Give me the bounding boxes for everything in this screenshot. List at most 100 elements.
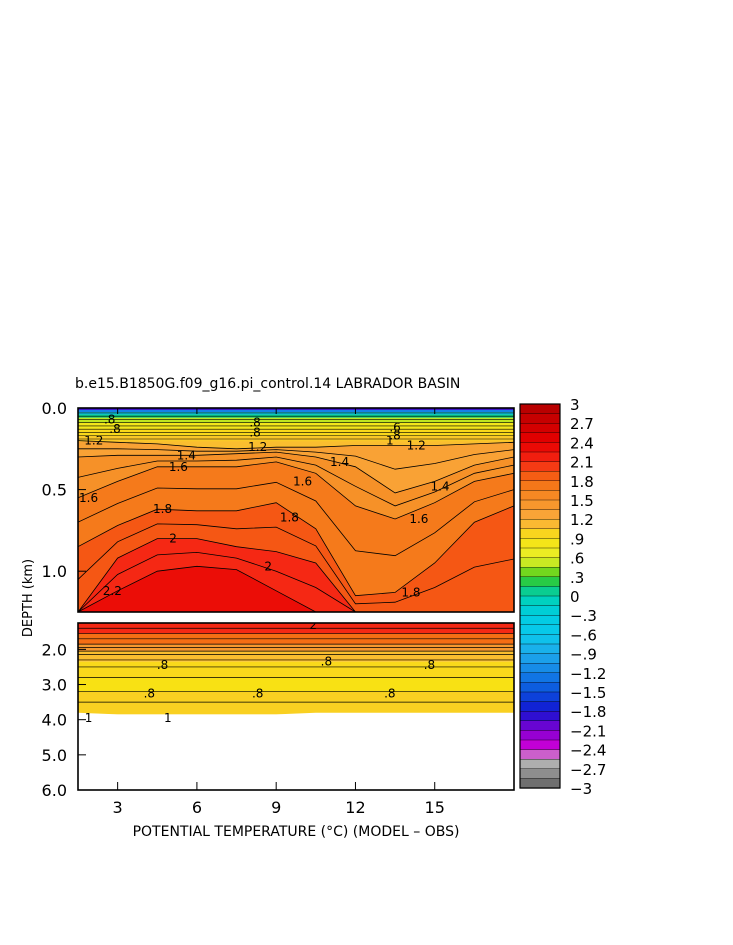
colorbar-step-9 xyxy=(519,490,561,501)
colorbar-tick-label-19: −2.7 xyxy=(570,761,606,779)
colorbar-step-0 xyxy=(519,403,561,415)
colorbar-tick-label-11: −.3 xyxy=(570,607,597,625)
colorbar-step-19 xyxy=(519,586,561,597)
x-tick-label-4: 15 xyxy=(425,798,445,817)
colorbar-tick-label-7: .9 xyxy=(570,530,584,548)
lower-contour-label-2: .8 xyxy=(252,686,263,700)
lower-band-5 xyxy=(78,677,514,692)
colorbar-step-29 xyxy=(519,682,561,693)
colorbar-tick-label-16: −1.8 xyxy=(570,703,606,721)
colorbar-step-31 xyxy=(519,701,561,712)
colorbar-tick-label-1: 2.7 xyxy=(570,415,594,433)
upper-contour-label-11: 1.8 xyxy=(280,510,299,524)
x-axis-label: POTENTIAL TEMPERATURE (°C) (MODEL – OBS) xyxy=(133,824,460,840)
upper-contour-label-2: 1.2 xyxy=(407,439,426,453)
x-tick-label-0: 3 xyxy=(113,798,123,817)
colorbar-step-14 xyxy=(519,538,561,549)
upper-contour-label-3: 1.4 xyxy=(177,448,196,462)
colorbar-step-36 xyxy=(519,749,561,760)
isotherm-band-5 xyxy=(78,566,514,612)
surface-band-1 xyxy=(78,409,514,413)
lower-contour-label-1: .8 xyxy=(144,686,155,700)
colorbar-step-8 xyxy=(519,480,561,491)
colorbar-step-39 xyxy=(519,778,561,789)
upper-contour-label-16: .8 xyxy=(104,412,115,426)
lower-y-tick-label-4: 6.0 xyxy=(42,781,67,800)
upper-contour-label-15: 2.2 xyxy=(103,584,122,598)
contour-line-1.5 xyxy=(78,456,514,507)
colorbar-step-2 xyxy=(519,423,561,434)
lower-contour-label-0: 2 xyxy=(309,618,317,632)
lower-y-tick-label-3: 5.0 xyxy=(42,746,67,765)
colorbar-tick-label-20: −3 xyxy=(570,780,592,798)
lower-contour-label-8: 1 xyxy=(164,711,172,725)
colorbar-step-1 xyxy=(519,413,561,424)
contour-line-2 xyxy=(78,538,514,612)
colorbar-tick-label-4: 1.8 xyxy=(570,473,594,491)
surface-band-4 xyxy=(78,417,514,423)
lower-contour-label-6: .8 xyxy=(424,658,435,672)
contour-line-1.4 xyxy=(78,451,514,494)
contour-line-1.9 xyxy=(78,523,514,605)
colorbar-tick-label-15: −1.5 xyxy=(570,684,606,702)
upper-contour-label-7: 1.6 xyxy=(293,474,312,488)
colorbar-step-5 xyxy=(519,451,561,463)
colorbar-step-32 xyxy=(519,711,561,722)
contour-line-1.3 xyxy=(78,448,514,470)
seafloor-mask xyxy=(78,712,514,790)
axes: 3 6 9 12 150.00.51.02.03.04.05.06.0 xyxy=(42,399,445,817)
upper-contour-label-17: .8 xyxy=(109,422,120,436)
colorbar-step-3 xyxy=(519,432,561,443)
upper-contour-label-9: 1.6 xyxy=(409,512,428,526)
colorbar-step-37 xyxy=(519,759,561,770)
upper-contour-label-20: .6 xyxy=(389,421,400,435)
colorbar-step-24 xyxy=(519,634,561,645)
contour-line-1.6 xyxy=(78,461,514,520)
upper-contour-label-8: 1.6 xyxy=(79,491,98,505)
colorbar-step-26 xyxy=(519,653,561,664)
colorbar-step-21 xyxy=(519,605,561,616)
upper-contour-label-4: 1.4 xyxy=(330,455,349,469)
contour-line-1.7 xyxy=(78,481,514,557)
upper-contour-label-6: 1.6 xyxy=(169,460,188,474)
surface-band-7 xyxy=(78,435,514,442)
colorbar-tick-label-13: −.9 xyxy=(570,646,597,664)
lower-contour-label-4: .8 xyxy=(157,658,168,672)
upper-contour-label-1: 1.2 xyxy=(248,440,267,454)
colorbar-step-23 xyxy=(519,624,561,635)
colorbar-tick-label-6: 1.2 xyxy=(570,511,594,529)
colorbar-step-13 xyxy=(519,528,561,539)
lower-y-tick-label-2: 4.0 xyxy=(42,711,67,730)
colorbar-step-16 xyxy=(519,557,561,568)
lower-contour-label-7: 1 xyxy=(85,711,93,725)
colorbar-tick-label-12: −.6 xyxy=(570,626,597,644)
upper-contour-label-0: 1.2 xyxy=(84,434,103,448)
contour-line-2.2 xyxy=(78,565,514,612)
x-tick-label-2: 9 xyxy=(271,798,281,817)
upper-contour-label-14: 2 xyxy=(264,559,272,573)
upper-contour-label-22: 1 xyxy=(386,434,394,448)
colorbar-step-4 xyxy=(519,442,561,453)
colorbar-tick-label-10: 0 xyxy=(570,588,580,606)
upper-contour-label-21: .8 xyxy=(389,429,400,443)
contour-line-1.2 xyxy=(78,440,514,450)
lower-band-4 xyxy=(78,661,514,678)
colorbar-step-35 xyxy=(519,739,561,751)
colorbar-tick-label-0: 3 xyxy=(570,396,580,414)
lower-band-6 xyxy=(78,691,514,715)
colorbar-step-27 xyxy=(519,663,561,674)
upper-contour-label-13: 2 xyxy=(169,532,177,546)
colorbar-step-18 xyxy=(519,576,561,587)
colorbar-frame xyxy=(519,403,561,789)
colorbar-tick-label-14: −1.2 xyxy=(570,665,606,683)
chart-title: b.e15.B1850G.f09_g16.pi_control.14 LABRA… xyxy=(75,376,460,392)
colorbar-step-34 xyxy=(519,730,561,741)
colorbar-step-15 xyxy=(519,547,561,559)
upper-contour-label-19: .8 xyxy=(249,425,260,439)
surface-band-0 xyxy=(78,408,514,410)
colorbar-tick-label-17: −2.1 xyxy=(570,722,606,740)
colorbar-step-25 xyxy=(519,643,561,655)
colorbar-tick-label-5: 1.5 xyxy=(570,492,594,510)
colorbar-step-12 xyxy=(519,519,561,530)
